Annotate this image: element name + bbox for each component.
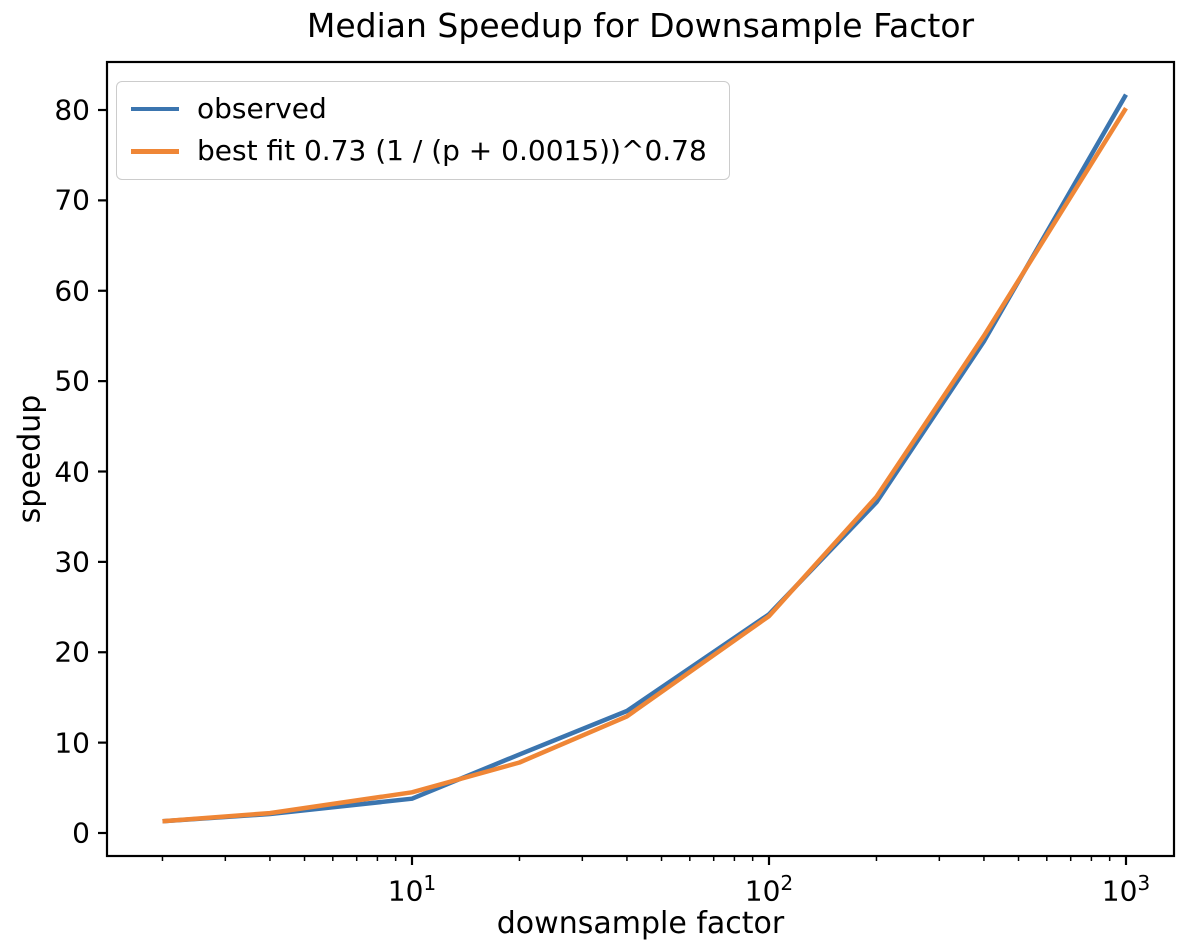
legend-entry-best-fit: best fit 0.73 (1 / (p + 0.0015))^0.78 (131, 133, 707, 169)
y-tick-label: 40 (54, 455, 90, 488)
series-line-best-fit (162, 107, 1128, 824)
y-tick-label: 60 (54, 274, 90, 308)
legend-entry-observed: observed (131, 91, 707, 127)
y-tick-label: 0 (72, 816, 90, 850)
x-tick-label: 103 (1101, 871, 1151, 908)
x-tick-label: 102 (744, 871, 794, 908)
y-tick-label: 50 (54, 364, 90, 398)
legend-label-best-fit: best fit 0.73 (1 / (p + 0.0015))^0.78 (197, 134, 707, 168)
legend-label-observed: observed (197, 92, 327, 125)
legend: observed best fit 0.73 (1 / (p + 0.0015)… (116, 81, 730, 180)
observed-line-swatch (131, 106, 179, 112)
series-line-observed (162, 93, 1128, 824)
axes-spines (105, 60, 1176, 858)
y-tick-label: 30 (54, 545, 90, 579)
y-tick-label: 70 (54, 183, 90, 217)
x-axis-label: downsample factor (496, 906, 785, 941)
chart-title: Median Speedup for Downsample Factor (306, 6, 975, 45)
y-tick-label: 80 (54, 93, 90, 127)
x-tick-label: 101 (387, 871, 437, 908)
best-fit-line-swatch (131, 149, 179, 154)
y-tick-label: 20 (54, 635, 90, 669)
y-tick-label: 10 (54, 726, 90, 760)
